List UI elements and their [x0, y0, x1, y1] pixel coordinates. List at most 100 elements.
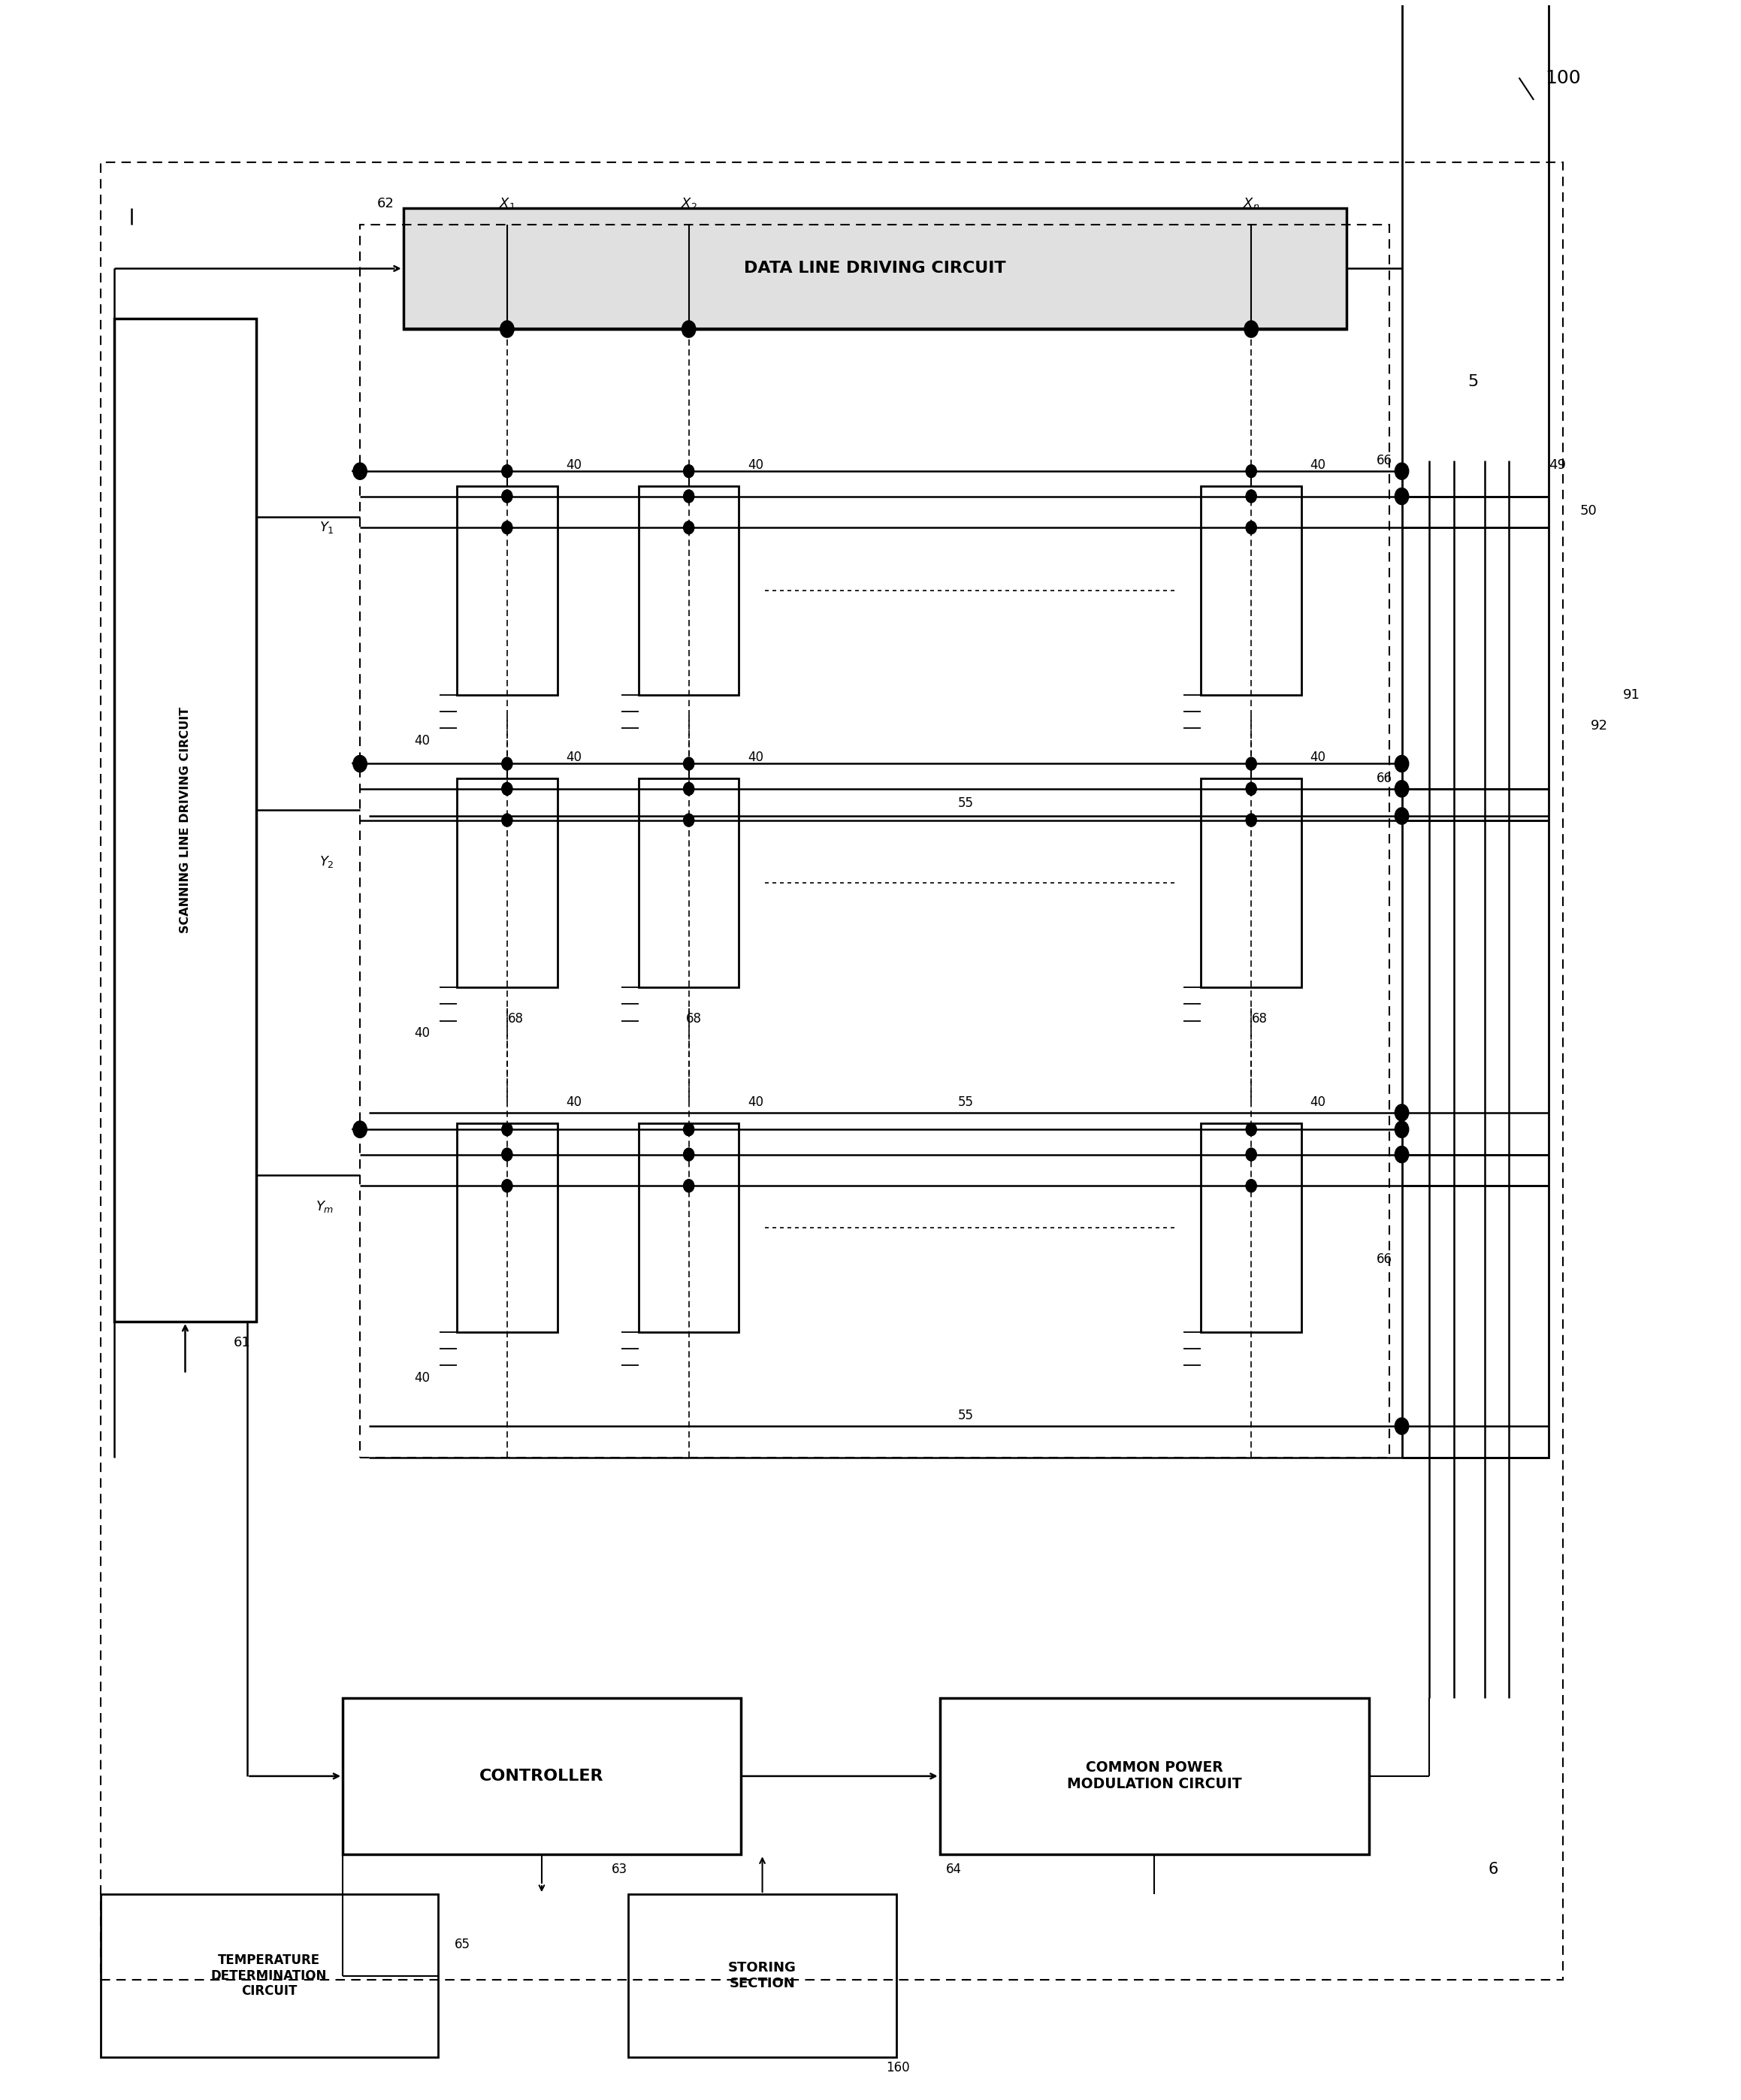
Bar	[1402, 0, 1549, 1457]
Circle shape	[684, 758, 695, 771]
Bar	[456, 779, 557, 987]
Circle shape	[1247, 464, 1257, 477]
Bar	[1201, 485, 1302, 695]
Bar	[1201, 1124, 1302, 1331]
Text: 40: 40	[414, 1027, 430, 1040]
Text: 40: 40	[566, 1096, 581, 1109]
Text: COMMON POWER
MODULATION CIRCUIT: COMMON POWER MODULATION CIRCUIT	[1067, 1760, 1241, 1791]
Text: 68: 68	[686, 1012, 702, 1025]
Circle shape	[501, 521, 512, 533]
Text: 66: 66	[1377, 1252, 1393, 1266]
Bar	[404, 208, 1346, 330]
Text: 63: 63	[611, 1863, 627, 1875]
Text: STORING
SECTION: STORING SECTION	[728, 1961, 796, 1991]
Bar	[639, 779, 738, 987]
Circle shape	[1247, 464, 1257, 477]
Text: 40: 40	[566, 458, 581, 472]
Circle shape	[1247, 758, 1257, 771]
Circle shape	[684, 464, 695, 477]
Circle shape	[501, 1180, 512, 1193]
Bar	[639, 1124, 738, 1331]
Circle shape	[684, 489, 695, 502]
Circle shape	[501, 489, 512, 502]
Text: $Y_m$: $Y_m$	[315, 1199, 334, 1214]
Bar	[456, 1124, 557, 1331]
Circle shape	[1247, 1124, 1257, 1136]
Circle shape	[1247, 1149, 1257, 1161]
Circle shape	[684, 783, 695, 796]
Circle shape	[501, 783, 512, 796]
Circle shape	[501, 464, 512, 477]
Circle shape	[1247, 815, 1257, 827]
Bar	[360, 225, 1389, 1457]
Text: 40: 40	[414, 1371, 430, 1384]
Circle shape	[1247, 815, 1257, 827]
Circle shape	[684, 815, 695, 827]
Circle shape	[1395, 1121, 1408, 1138]
Text: 55: 55	[958, 1409, 973, 1422]
Text: 65: 65	[454, 1938, 470, 1951]
Circle shape	[1247, 489, 1257, 502]
Text: 49: 49	[1549, 458, 1567, 472]
Circle shape	[684, 489, 695, 502]
Circle shape	[1247, 1180, 1257, 1193]
Circle shape	[684, 1180, 695, 1193]
Text: $X_1$: $X_1$	[500, 195, 515, 212]
Circle shape	[501, 521, 512, 533]
Text: 68: 68	[508, 1012, 524, 1025]
Circle shape	[501, 489, 512, 502]
Circle shape	[1395, 1147, 1408, 1163]
Circle shape	[684, 1149, 695, 1161]
Circle shape	[684, 1149, 695, 1161]
Text: 40: 40	[747, 1096, 763, 1109]
Bar	[940, 1697, 1368, 1854]
Circle shape	[1247, 1180, 1257, 1193]
Bar	[1201, 779, 1302, 987]
Text: 55: 55	[958, 1096, 973, 1109]
Text: 55: 55	[958, 796, 973, 811]
Text: $Y_2$: $Y_2$	[319, 855, 334, 869]
Text: SCANNING LINE DRIVING CIRCUIT: SCANNING LINE DRIVING CIRCUIT	[179, 708, 192, 932]
Text: CONTROLLER: CONTROLLER	[479, 1768, 604, 1783]
Text: 50: 50	[1581, 504, 1596, 519]
Text: 92: 92	[1591, 720, 1607, 733]
Circle shape	[1395, 462, 1408, 479]
Circle shape	[500, 321, 514, 338]
Circle shape	[1395, 756, 1408, 773]
Circle shape	[1247, 1124, 1257, 1136]
Bar	[629, 1894, 897, 2058]
Circle shape	[1247, 783, 1257, 796]
Circle shape	[353, 462, 367, 479]
Text: 62: 62	[378, 197, 395, 210]
Circle shape	[1247, 1149, 1257, 1161]
Circle shape	[1247, 521, 1257, 533]
Circle shape	[501, 758, 512, 771]
Circle shape	[1395, 781, 1408, 798]
Text: 6: 6	[1489, 1861, 1499, 1877]
Circle shape	[501, 783, 512, 796]
Text: 40: 40	[1309, 1096, 1327, 1109]
Circle shape	[1395, 487, 1408, 504]
Text: 40: 40	[747, 458, 763, 472]
Text: 68: 68	[1252, 1012, 1267, 1025]
Text: 66: 66	[1377, 454, 1393, 468]
Circle shape	[501, 1149, 512, 1161]
Circle shape	[1247, 758, 1257, 771]
Circle shape	[501, 464, 512, 477]
Circle shape	[684, 521, 695, 533]
Text: 40: 40	[414, 735, 430, 748]
Circle shape	[684, 1124, 695, 1136]
Circle shape	[684, 521, 695, 533]
Circle shape	[501, 815, 512, 827]
Bar	[456, 485, 557, 695]
Text: $Y_1$: $Y_1$	[319, 521, 334, 536]
Circle shape	[684, 1124, 695, 1136]
Circle shape	[501, 815, 512, 827]
Circle shape	[684, 464, 695, 477]
Circle shape	[1395, 1105, 1408, 1121]
Circle shape	[682, 321, 696, 338]
Text: TEMPERATURE
DETERMINATION
CIRCUIT: TEMPERATURE DETERMINATION CIRCUIT	[211, 1953, 327, 1997]
Text: 91: 91	[1623, 689, 1640, 701]
Circle shape	[501, 758, 512, 771]
Circle shape	[353, 1121, 367, 1138]
